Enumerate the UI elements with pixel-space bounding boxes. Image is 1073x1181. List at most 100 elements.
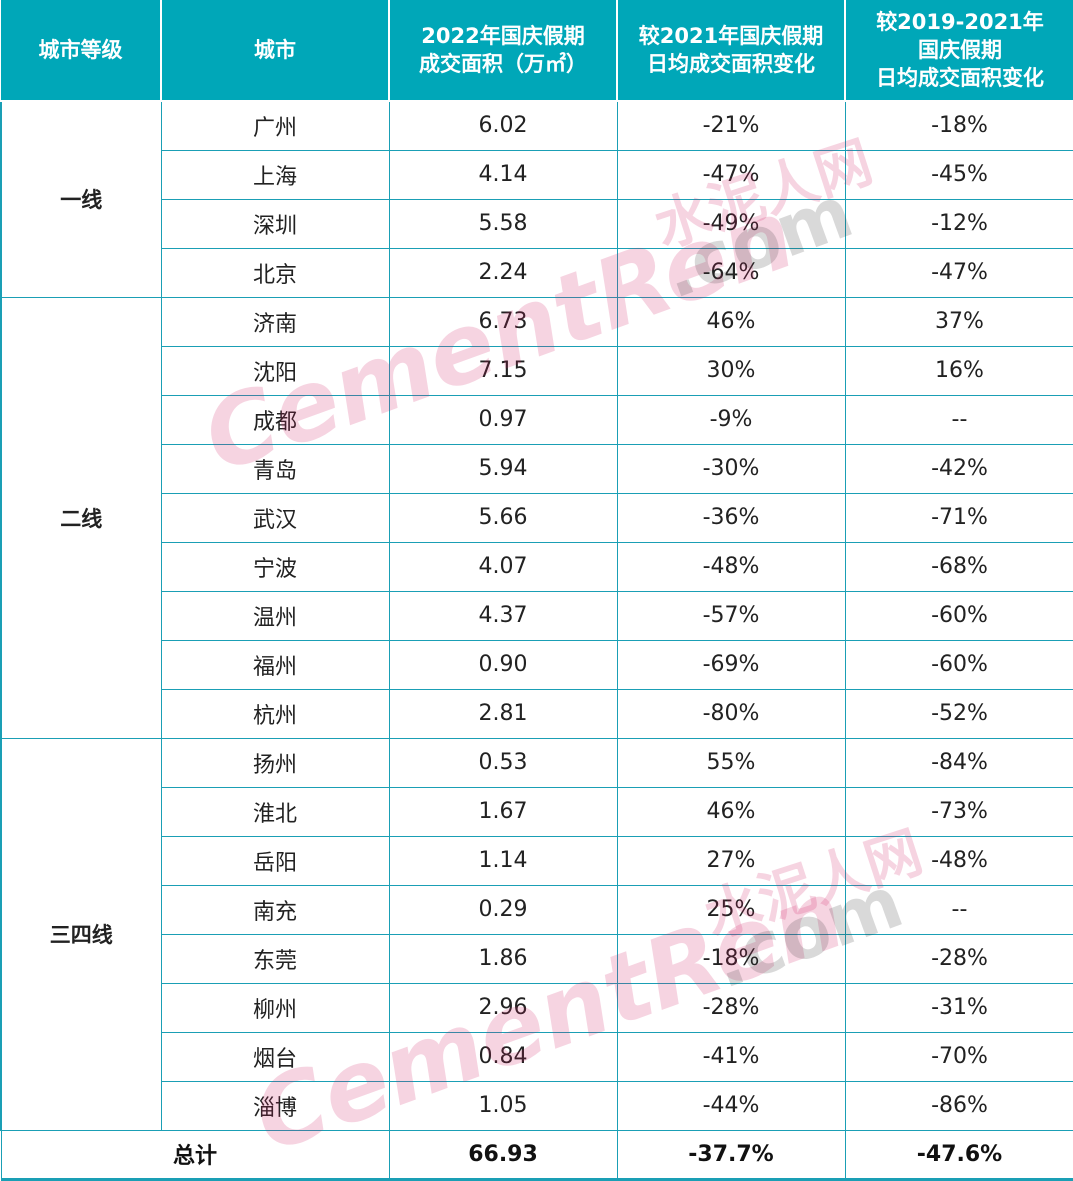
area-2022-cell: 4.07: [388, 541, 618, 592]
table-row: 青岛 5.94 -30% -42%: [1, 443, 1073, 494]
change-vs-2021-cell: -64%: [616, 247, 846, 298]
table-row: 北京 2.24 -64% -47%: [1, 247, 1073, 298]
table-row: 成都 0.97 -9% --: [1, 394, 1073, 445]
change-vs-2021-cell: 25%: [616, 884, 846, 935]
change-vs-2021-cell: 46%: [616, 296, 846, 347]
change-vs-2019-2021-cell: -45%: [844, 149, 1073, 200]
change-vs-2021-cell: -80%: [616, 688, 846, 739]
change-vs-2021-cell: -57%: [616, 590, 846, 641]
table-row: 杭州 2.81 -80% -52%: [1, 688, 1073, 739]
change-vs-2019-2021-cell: 16%: [844, 345, 1073, 396]
change-vs-2019-2021-cell: -73%: [844, 786, 1073, 837]
table-row: 宁波 4.07 -48% -68%: [1, 541, 1073, 592]
table-row: 岳阳 1.14 27% -48%: [1, 835, 1073, 886]
city-cell: 北京: [160, 247, 390, 298]
change-vs-2019-2021-cell: -28%: [844, 933, 1073, 984]
city-cell: 东莞: [160, 933, 390, 984]
city-cell: 福州: [160, 639, 390, 690]
header-row: 城市等级 城市 2022年国庆假期 成交面积（万㎡） 较2021年国庆假期 日均成交…: [1, 0, 1073, 102]
header-area-2022: 2022年国庆假期 成交面积（万㎡）: [388, 0, 618, 102]
change-vs-2021-cell: -49%: [616, 198, 846, 249]
change-vs-2019-2021-cell: -52%: [844, 688, 1073, 739]
change-vs-2021-cell: -69%: [616, 639, 846, 690]
city-cell: 深圳: [160, 198, 390, 249]
total-label: 总计: [0, 1129, 390, 1181]
change-vs-2019-2021-cell: -48%: [844, 835, 1073, 886]
table-row: 烟台 0.84 -41% -70%: [1, 1031, 1073, 1082]
city-cell: 温州: [160, 590, 390, 641]
area-2022-cell: 4.14: [388, 149, 618, 200]
change-vs-2019-2021-cell: -60%: [844, 639, 1073, 690]
area-2022-cell: 1.86: [388, 933, 618, 984]
city-cell: 淮北: [160, 786, 390, 837]
area-2022-cell: 0.84: [388, 1031, 618, 1082]
table-row: 淄博 1.05 -44% -86%: [1, 1080, 1073, 1131]
city-cell: 沈阳: [160, 345, 390, 396]
change-vs-2019-2021-cell: -70%: [844, 1031, 1073, 1082]
change-vs-2021-cell: -44%: [616, 1080, 846, 1131]
table-body: 一线 广州 6.02 -21% -18% 上海 4.14 -47% -45% 深圳 5.58 -49%…: [0, 100, 1073, 1181]
tier-cell: 一线: [0, 100, 162, 298]
city-cell: 淄博: [160, 1080, 390, 1131]
table-row: 淮北 1.67 46% -73%: [1, 786, 1073, 837]
total-area: 66.93: [388, 1129, 618, 1181]
city-cell: 南充: [160, 884, 390, 935]
table-row: 武汉 5.66 -36% -71%: [1, 492, 1073, 543]
tier-cell: 三四线: [0, 737, 162, 1131]
area-2022-cell: 0.29: [388, 884, 618, 935]
change-vs-2019-2021-cell: -18%: [844, 100, 1073, 151]
area-2022-cell: 1.67: [388, 786, 618, 837]
header-city: 城市: [160, 0, 390, 102]
area-2022-cell: 6.73: [388, 296, 618, 347]
change-vs-2019-2021-cell: -71%: [844, 492, 1073, 543]
table-row: 东莞 1.86 -18% -28%: [1, 933, 1073, 984]
change-vs-2019-2021-cell: -60%: [844, 590, 1073, 641]
table-row: 温州 4.37 -57% -60%: [1, 590, 1073, 641]
change-vs-2021-cell: -47%: [616, 149, 846, 200]
change-vs-2021-cell: 46%: [616, 786, 846, 837]
area-2022-cell: 0.53: [388, 737, 618, 788]
change-vs-2019-2021-cell: -84%: [844, 737, 1073, 788]
city-cell: 济南: [160, 296, 390, 347]
area-2022-cell: 4.37: [388, 590, 618, 641]
change-vs-2021-cell: 27%: [616, 835, 846, 886]
city-cell: 柳州: [160, 982, 390, 1033]
city-cell: 青岛: [160, 443, 390, 494]
area-2022-cell: 6.02: [388, 100, 618, 151]
area-2022-cell: 2.81: [388, 688, 618, 739]
area-2022-cell: 2.96: [388, 982, 618, 1033]
header-tier: 城市等级: [1, 0, 162, 102]
table-row: 福州 0.90 -69% -60%: [1, 639, 1073, 690]
change-vs-2021-cell: -21%: [616, 100, 846, 151]
change-vs-2021-cell: -18%: [616, 933, 846, 984]
table-row: 深圳 5.58 -49% -12%: [1, 198, 1073, 249]
header-change-vs-2019-2021: 较2019-2021年 国庆假期 日均成交面积变化: [844, 0, 1073, 102]
city-cell: 扬州: [160, 737, 390, 788]
total-row: 总计 66.93 -37.7% -47.6%: [0, 1129, 1073, 1181]
change-vs-2019-2021-cell: 37%: [844, 296, 1073, 347]
change-vs-2021-cell: -41%: [616, 1031, 846, 1082]
table-row: 沈阳 7.15 30% 16%: [1, 345, 1073, 396]
area-2022-cell: 5.66: [388, 492, 618, 543]
total-change-vs-2021: -37.7%: [616, 1129, 846, 1181]
city-cell: 成都: [160, 394, 390, 445]
change-vs-2021-cell: -36%: [616, 492, 846, 543]
change-vs-2021-cell: 55%: [616, 737, 846, 788]
tier-cell: 二线: [0, 296, 162, 739]
city-cell: 宁波: [160, 541, 390, 592]
city-cell: 武汉: [160, 492, 390, 543]
total-change-vs-2019-2021: -47.6%: [844, 1129, 1073, 1181]
city-cell: 广州: [160, 100, 390, 151]
area-2022-cell: 0.90: [388, 639, 618, 690]
change-vs-2019-2021-cell: --: [844, 394, 1073, 445]
change-vs-2021-cell: -28%: [616, 982, 846, 1033]
change-vs-2019-2021-cell: -12%: [844, 198, 1073, 249]
area-2022-cell: 5.58: [388, 198, 618, 249]
change-vs-2019-2021-cell: -47%: [844, 247, 1073, 298]
table-row: 南充 0.29 25% --: [1, 884, 1073, 935]
table-row: 三四线 扬州 0.53 55% -84%: [0, 737, 1073, 1131]
table-row: 柳州 2.96 -28% -31%: [1, 982, 1073, 1033]
change-vs-2021-cell: -9%: [616, 394, 846, 445]
area-2022-cell: 2.24: [388, 247, 618, 298]
